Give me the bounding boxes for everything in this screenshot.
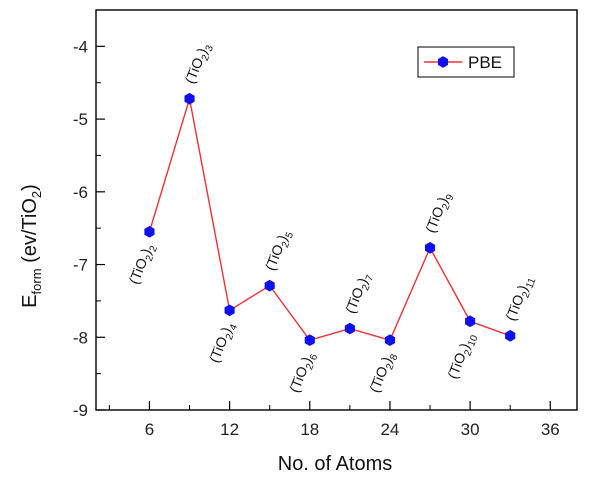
data-point xyxy=(304,334,315,347)
point-annotation: (TiO2)11 xyxy=(502,273,538,325)
annotation-sub2: 5 xyxy=(284,230,296,240)
x-tick-label: 18 xyxy=(300,420,319,439)
x-tick-label: 30 xyxy=(461,420,480,439)
point-annotation: (TiO2)10 xyxy=(444,330,481,382)
point-annotation: (TiO2)9 xyxy=(422,189,457,236)
annotation-sub1: 2 xyxy=(462,348,474,358)
annotation-close: ) xyxy=(274,233,291,243)
data-point xyxy=(144,225,155,238)
point-annotation: (TiO2)4 xyxy=(206,319,241,366)
annotation-close: ) xyxy=(194,46,211,56)
annotation-sub1: 2 xyxy=(200,53,212,63)
annotation-sub2: 7 xyxy=(364,273,376,283)
x-axis-title: No. of Atoms xyxy=(278,453,393,475)
annotation-sub1: 2 xyxy=(224,332,236,342)
y-axis-title-sub: form xyxy=(29,268,44,294)
y-tick-label: -5 xyxy=(73,110,88,129)
y-axis-title-main: E xyxy=(19,294,41,307)
y-axis-title-unit-sub: 2 xyxy=(29,191,44,198)
annotation-close: ) xyxy=(354,275,371,285)
annotation-sub1: 2 xyxy=(384,362,396,372)
y-axis-title-unit-close: ) xyxy=(19,184,41,191)
data-point xyxy=(264,279,275,292)
annotation-sub2: 10 xyxy=(466,333,481,348)
plot-frame xyxy=(95,9,578,411)
x-tick-label: 12 xyxy=(220,420,239,439)
annotation-sub2: 2 xyxy=(148,244,160,254)
annotation-close: ) xyxy=(514,283,531,293)
data-point xyxy=(184,92,195,105)
legend: PBE xyxy=(417,46,515,78)
point-annotation: (TiO2)7 xyxy=(342,270,377,317)
data-point xyxy=(384,334,396,347)
point-annotation: (TiO2)2 xyxy=(125,241,160,288)
annotation-close: ) xyxy=(138,246,155,256)
data-point xyxy=(424,241,436,254)
y-tick-label: -4 xyxy=(73,37,88,56)
annotation-close: ) xyxy=(298,354,315,364)
data-point xyxy=(505,329,516,342)
legend-marker xyxy=(437,56,449,68)
data-point xyxy=(344,322,355,335)
y-tick-label: -6 xyxy=(73,183,88,202)
annotation-close: ) xyxy=(434,195,451,205)
annotation-close: ) xyxy=(456,341,473,351)
cluster-annotations: (TiO2)2 (TiO2)3 (TiO2)4 (TiO2)5 (TiO2)6 (TiO2… xyxy=(125,40,538,396)
annotation-sub2: 9 xyxy=(444,193,456,203)
annotation-sub1: 2 xyxy=(144,253,156,263)
y-tick-label: -9 xyxy=(73,401,88,420)
point-annotation: (TiO2)8 xyxy=(366,349,401,396)
annotation-sub2: 3 xyxy=(204,43,216,53)
point-annotation: (TiO2)3 xyxy=(181,40,216,87)
annotation-sub2: 4 xyxy=(228,322,240,332)
y-tick-label: -8 xyxy=(73,328,88,347)
annotation-sub1: 2 xyxy=(520,290,532,300)
axis-ticks xyxy=(96,45,551,411)
x-tick-label: 6 xyxy=(145,420,154,439)
annotation-close: ) xyxy=(378,354,395,364)
series-line xyxy=(148,98,511,342)
annotation-sub2: 11 xyxy=(524,276,538,290)
pbe-series xyxy=(144,92,516,347)
point-annotation: (TiO2)5 xyxy=(262,227,297,274)
y-axis-title: Eform (ev/TiO2) xyxy=(19,184,44,308)
data-point xyxy=(465,315,476,328)
annotation-sub2: 6 xyxy=(308,352,320,362)
annotation-sub1: 2 xyxy=(440,202,452,212)
data-point xyxy=(224,304,235,317)
x-tick-label: 24 xyxy=(380,420,399,439)
point-annotation: (TiO2)6 xyxy=(286,349,321,396)
annotation-sub2: 8 xyxy=(388,352,400,362)
annotation-sub1: 2 xyxy=(280,240,292,250)
annotation-close: ) xyxy=(218,325,235,335)
plot-border xyxy=(95,9,578,411)
x-tick-label: 36 xyxy=(541,420,560,439)
y-tick-label: -7 xyxy=(73,256,88,275)
axis-tick-labels: 6 12 18 24 30 36-9-8-7-6-5-4 xyxy=(73,37,560,439)
annotation-sub1: 2 xyxy=(360,283,372,293)
y-axis-title-unit: (ev/TiO xyxy=(19,198,41,268)
annotation-sub1: 2 xyxy=(304,362,316,372)
legend-label: PBE xyxy=(468,53,502,72)
